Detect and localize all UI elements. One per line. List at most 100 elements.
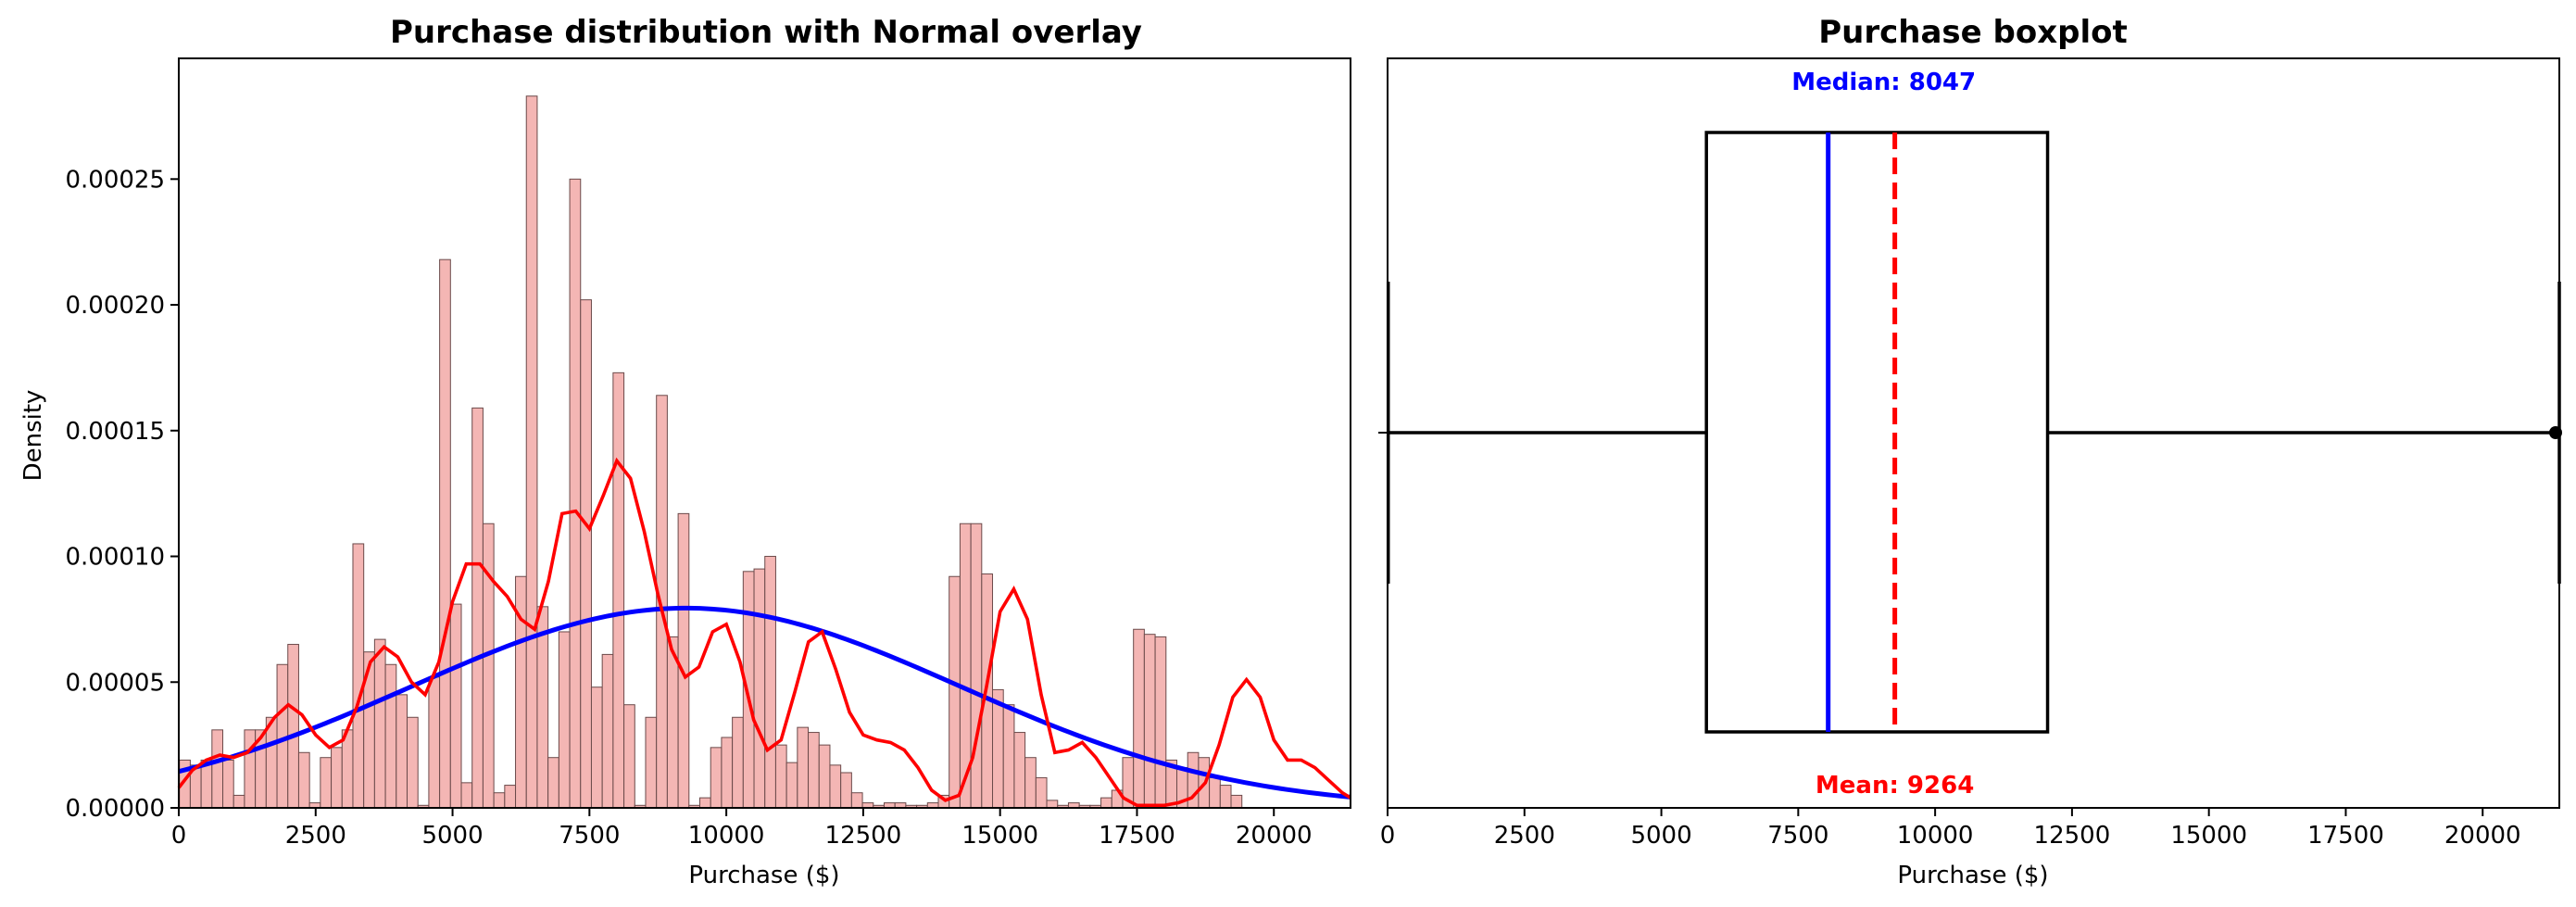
x-tick-label: 17500 [1099,822,1175,850]
x-tick-label: 15000 [2170,822,2247,850]
histogram-bar [645,716,658,809]
histogram-bar [428,676,441,809]
histogram-bar [384,663,397,809]
histogram-bar [1100,797,1112,809]
histogram-y-ticks: 0.00000 0.00005 0.00010 0.00015 0.00020 0.000… [65,166,179,823]
histogram-x-ticks: 0 2500 5000 7500 10000 12500 15000 17500 20000 [171,808,1313,850]
x-tick-label: 10000 [1897,822,1974,850]
histogram-bars [179,95,1243,809]
histogram-bar [699,797,711,809]
histogram-bar [525,95,538,809]
histogram-bar [222,759,234,809]
boxplot-x-ticks: 0 2500 5000 7500 10000 12500 15000 17500 20000 [1380,808,2521,850]
histogram-bar [949,575,961,809]
histogram-bar [612,372,625,809]
histogram-bar [764,556,776,809]
histogram-bar [753,568,766,809]
x-tick-label: 7500 [559,822,620,850]
x-tick-label: 7500 [1767,822,1828,850]
histogram-bar [373,638,386,809]
histogram-bar [1002,704,1015,809]
histogram-bar [580,299,592,809]
histogram-bar [590,687,603,809]
histogram-bar [1230,794,1243,809]
histogram-bar [774,744,787,809]
x-tick-label: 5000 [421,822,483,850]
histogram-bar [785,762,798,809]
histogram-bar [352,543,365,809]
histogram-bar [439,258,451,809]
kde-curve [177,457,1351,808]
histogram-bar [818,744,831,809]
histogram-bar [569,178,582,809]
x-tick-label: 12500 [825,822,902,850]
histogram-plot-frame [178,57,1351,809]
x-tick-label: 0 [1380,822,1396,850]
histogram-bar [407,716,419,809]
histogram-bar [471,407,484,809]
histogram-bar [331,747,343,809]
mean-annotation: Mean: 9264 [1816,772,1974,800]
boxplot-box [1704,131,2050,734]
histogram-bar [244,729,257,809]
histogram-bar [808,732,820,809]
histogram-bar [797,726,810,809]
histogram-bar [623,704,635,809]
boxplot-panel: Purchase boxplot Median: 8047 Mean: 9264… [1378,14,2562,889]
y-tick-label: 0.00000 [65,795,165,823]
histogram-bar [1024,757,1037,809]
histogram-bar [677,512,690,809]
x-tick-label: 5000 [1630,822,1691,850]
y-tick-label: 0.00010 [65,544,165,572]
histogram-bar [482,523,495,809]
histogram-bar [320,757,333,809]
histogram-bar [341,729,354,809]
x-tick-label: 12500 [2034,822,2111,850]
median-annotation: Median: 8047 [1791,69,1976,96]
histogram-panel: Purchase distribution with Normal overla… [19,14,1351,889]
histogram-bar [721,737,734,809]
histogram-bar [1209,776,1221,809]
x-tick-label: 2500 [1494,822,1555,850]
x-tick-label: 0 [171,822,187,850]
histogram-bar [287,644,299,809]
histogram-bar [558,631,571,809]
histogram-x-axis-label: Purchase ($) [688,862,839,889]
x-tick-label: 20000 [1236,822,1313,850]
boxplot-x-axis-label: Purchase ($) [1897,862,2048,889]
histogram-bar [850,792,863,809]
histogram-bar [1046,800,1059,809]
histogram-title: Purchase distribution with Normal overla… [390,14,1142,51]
histogram-bar [297,751,310,809]
histogram-bar [232,794,245,809]
histogram-bar [992,688,1004,809]
x-tick-label: 17500 [2307,822,2384,850]
histogram-bar [742,571,755,809]
histogram-bar [1143,634,1156,809]
x-tick-label: 20000 [2444,822,2521,850]
x-tick-label: 2500 [285,822,346,850]
histogram-bar [460,782,473,809]
y-tick-label: 0.00005 [65,669,165,697]
histogram-bar [504,785,517,809]
y-tick-label: 0.00025 [65,166,165,194]
y-tick-label: 0.00015 [65,418,165,446]
histogram-bar [1013,732,1026,809]
x-tick-label: 10000 [688,822,765,850]
histogram-bar [396,694,408,809]
histogram-bar [1219,785,1232,809]
histogram-bar [211,729,224,809]
histogram-bar [829,764,842,809]
histogram-bar [1154,636,1167,809]
histogram-bar [547,757,559,809]
histogram-y-axis-label: Density [19,390,47,482]
histogram-bar [732,716,744,809]
histogram-bar [710,747,723,809]
histogram-bar [1133,628,1145,809]
normal-curve [178,605,1351,800]
y-tick-label: 0.00020 [65,292,165,320]
boxplot-title: Purchase boxplot [1818,14,2128,51]
histogram-bar [493,792,506,809]
x-tick-label: 15000 [961,822,1038,850]
